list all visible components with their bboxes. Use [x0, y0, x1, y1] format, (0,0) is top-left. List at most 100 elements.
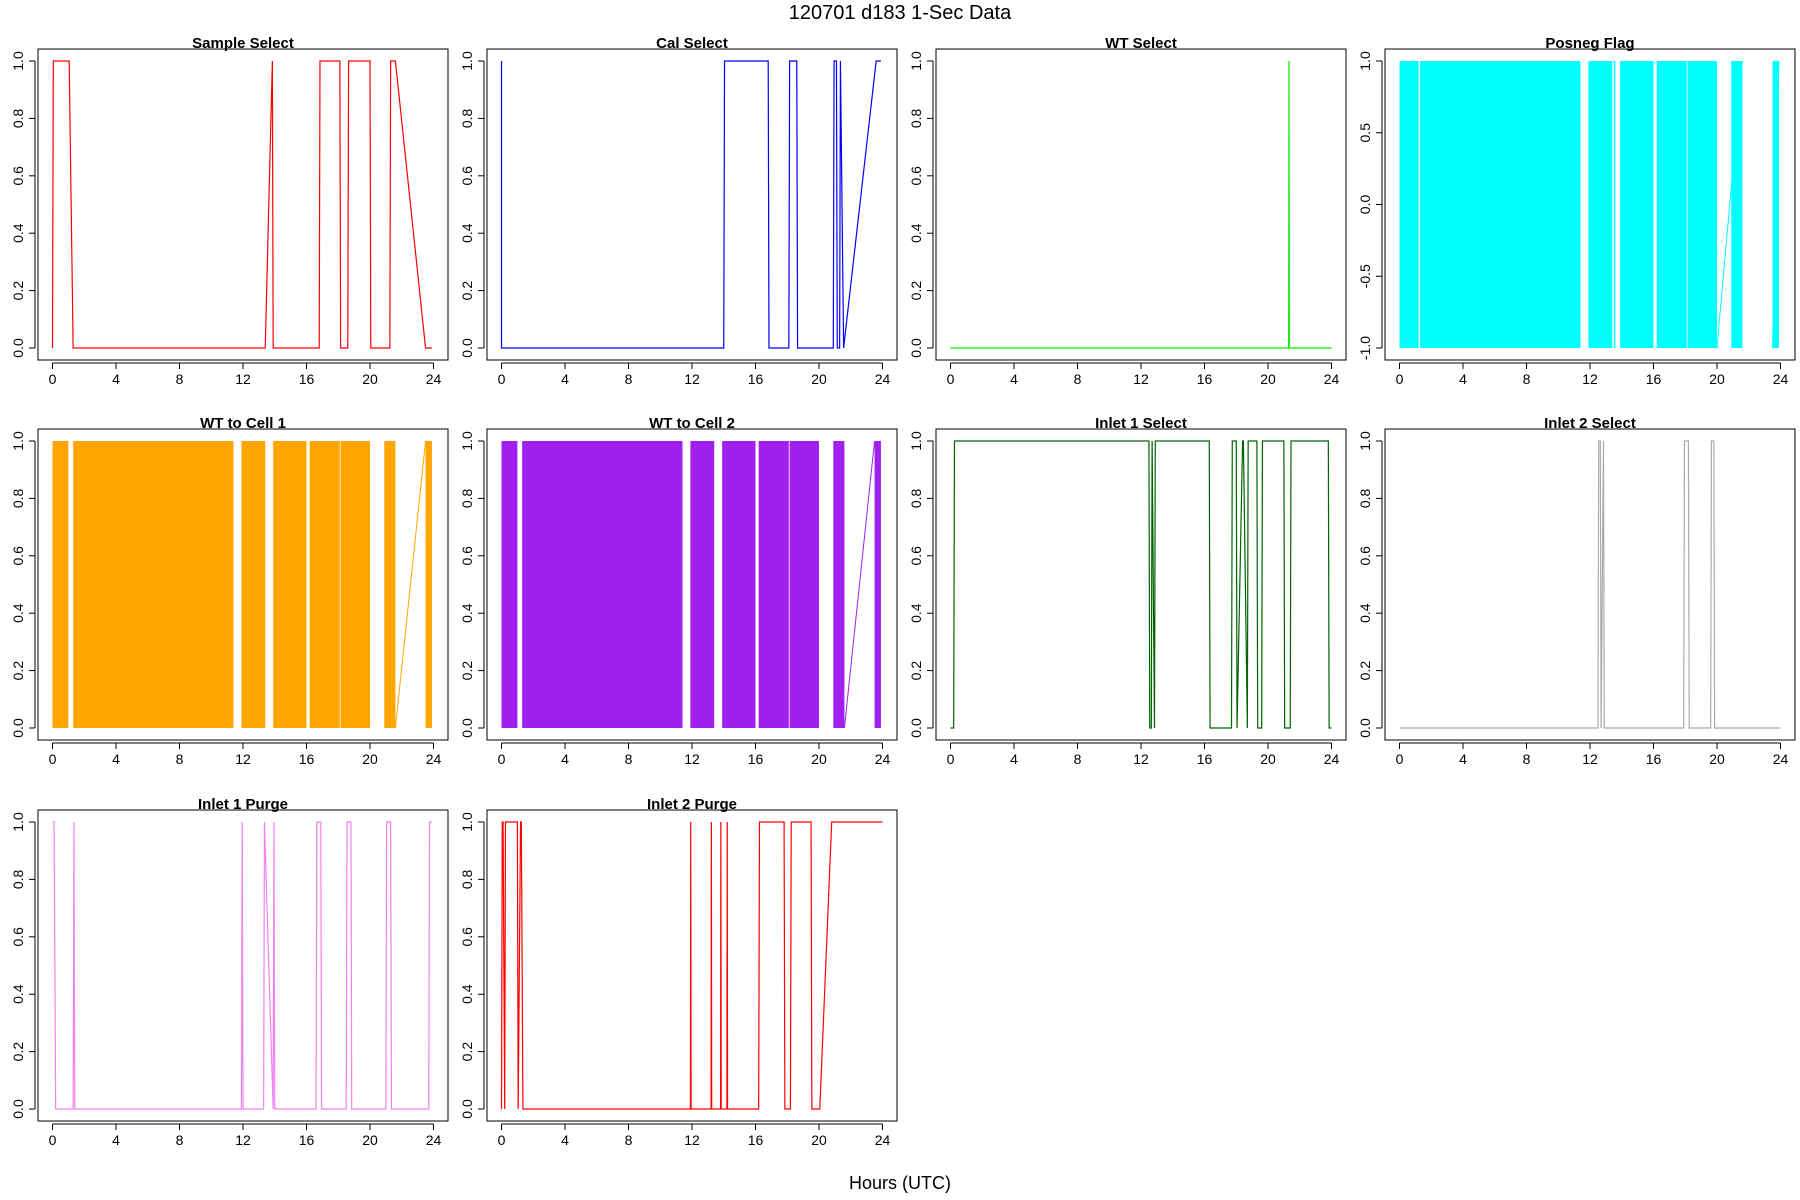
y-axis: 0.0 0.2 0.4 0.6 0.8 1.0: [10, 812, 36, 1119]
series-line: [1399, 440, 1781, 729]
panel-wt-to-cell-1: WT to Cell 1 0 4 8 12 16 20 24 0.0 0.2 0.4 0.6 0.8 1.…: [10, 415, 449, 767]
data-block: [501, 441, 518, 728]
y-axis: 0.0 0.2 0.4 0.6 0.8 1.0: [908, 51, 934, 358]
series-connector: [394, 440, 427, 729]
x-tick-label: 12: [1133, 371, 1149, 387]
plot-frame: [37, 809, 449, 1122]
y-tick-label: 0.4: [1357, 603, 1373, 623]
data-block: [309, 441, 340, 728]
y-tick-label: 0.2: [10, 1042, 26, 1062]
y-tick-label: 1.0: [908, 51, 924, 71]
series-cal-select: [500, 60, 881, 349]
x-tick-label: 24: [1773, 751, 1789, 767]
series-line: [950, 440, 1332, 729]
series-posneg-flag: [1399, 60, 1780, 349]
plot-frame: [486, 428, 898, 741]
plot-frame: [486, 809, 898, 1122]
x-tick-label: 24: [1324, 751, 1340, 767]
data-block: [833, 441, 845, 728]
y-tick-label: 0.8: [459, 108, 475, 128]
x-tick-label: 20: [1260, 751, 1276, 767]
y-tick-label: 0.4: [459, 603, 475, 623]
x-tick-label: 4: [561, 371, 569, 387]
x-tick-label: 0: [1396, 751, 1404, 767]
x-tick-label: 0: [947, 751, 955, 767]
y-tick-label: 1.0: [1357, 431, 1373, 451]
y-tick-label: 0.0: [459, 338, 475, 358]
data-block: [1620, 61, 1654, 348]
series-sample-select: [51, 60, 432, 349]
x-tick-label: 0: [49, 751, 57, 767]
data-block: [241, 441, 266, 728]
data-block: [425, 441, 432, 728]
panel-inlet-2-purge: Inlet 2 Purge 0 4 8 12 16 20 24 0.0 0.2 0.4 0.6 0.8 1…: [459, 796, 898, 1148]
series-inlet-1-select: [950, 440, 1332, 729]
x-tick-label: 4: [561, 751, 569, 767]
y-tick-label: 0.8: [10, 488, 26, 508]
panel-wt-to-cell-2: WT to Cell 2 0 4 8 12 16 20 24 0.0 0.2 0.4 0.6 0.8 1.…: [459, 415, 898, 767]
x-tick-label: 24: [1773, 371, 1789, 387]
y-tick-label: 0.0: [1357, 718, 1373, 738]
series-inlet-1-purge: [52, 821, 432, 1110]
y-tick-label: 0.2: [459, 1042, 475, 1062]
y-tick-label: 0.0: [459, 1099, 475, 1119]
x-tick-label: 8: [1074, 371, 1082, 387]
data-block: [273, 441, 307, 728]
x-tick-label: 20: [811, 751, 827, 767]
y-tick-label: 0.0: [908, 338, 924, 358]
y-tick-label: 0.6: [908, 166, 924, 186]
panels: Sample Select 0 4 8 12 16 20 24 0.0 0.2 0.4 0.6 0.8 1…: [10, 35, 1796, 1148]
x-tick-label: 12: [1582, 751, 1598, 767]
y-tick-label: 0.6: [10, 546, 26, 566]
y-tick-label: 0.6: [10, 927, 26, 947]
y-tick-label: 0.0: [1357, 195, 1373, 215]
x-tick-label: 24: [1324, 371, 1340, 387]
y-tick-label: 0.4: [10, 223, 26, 243]
y-tick-label: 1.0: [459, 812, 475, 832]
y-tick-label: -0.5: [1357, 264, 1373, 288]
y-tick-label: 0.0: [908, 718, 924, 738]
data-block: [1613, 61, 1616, 348]
data-block: [340, 441, 370, 728]
x-tick-label: 4: [112, 1132, 120, 1148]
y-tick-label: -1.0: [1357, 336, 1373, 360]
y-tick-label: 0.8: [10, 108, 26, 128]
y-tick-label: 1.0: [459, 431, 475, 451]
series-line: [950, 60, 1332, 349]
figure-xlabel: Hours (UTC): [849, 1173, 951, 1193]
y-tick-label: 1.0: [1357, 51, 1373, 71]
series-line: [51, 60, 432, 349]
x-tick-label: 12: [1582, 371, 1598, 387]
x-tick-label: 16: [748, 371, 764, 387]
x-tick-label: 16: [748, 751, 764, 767]
panel-title: Cal Select: [656, 35, 728, 52]
x-tick-label: 20: [1709, 751, 1725, 767]
panel-posneg-flag: Posneg Flag 0 4 8 12 16 20 24 -1.0 -0.5 0.0 0.5 1.0: [1357, 35, 1796, 387]
series-line: [52, 821, 432, 1110]
x-tick-label: 8: [1523, 751, 1531, 767]
x-tick-label: 24: [875, 1132, 891, 1148]
x-tick-label: 16: [748, 1132, 764, 1148]
x-tick-label: 16: [1646, 751, 1662, 767]
y-tick-label: 0.8: [459, 488, 475, 508]
data-block: [1656, 61, 1687, 348]
x-axis: 0 4 8 12 16 20 24: [947, 362, 1340, 387]
x-tick-label: 8: [176, 751, 184, 767]
y-tick-label: 0.4: [908, 223, 924, 243]
y-tick-label: 0.2: [908, 281, 924, 301]
y-tick-label: 0.5: [1357, 123, 1373, 143]
series-line: [500, 60, 881, 349]
data-block: [789, 441, 819, 728]
y-axis: 0.0 0.2 0.4 0.6 0.8 1.0: [10, 51, 36, 358]
y-tick-label: 0.2: [10, 281, 26, 301]
x-tick-label: 24: [875, 751, 891, 767]
x-tick-label: 12: [235, 1132, 251, 1148]
x-tick-label: 20: [362, 371, 378, 387]
y-tick-label: 0.6: [459, 166, 475, 186]
data-block: [52, 441, 69, 728]
series-connector: [1772, 60, 1780, 349]
data-block: [1588, 61, 1613, 348]
panel-wt-select: WT Select 0 4 8 12 16 20 24 0.0 0.2 0.4 0.6 0.8 1.0: [908, 35, 1347, 387]
y-tick-label: 1.0: [908, 431, 924, 451]
series-wt-to-cell-2: [501, 440, 881, 729]
